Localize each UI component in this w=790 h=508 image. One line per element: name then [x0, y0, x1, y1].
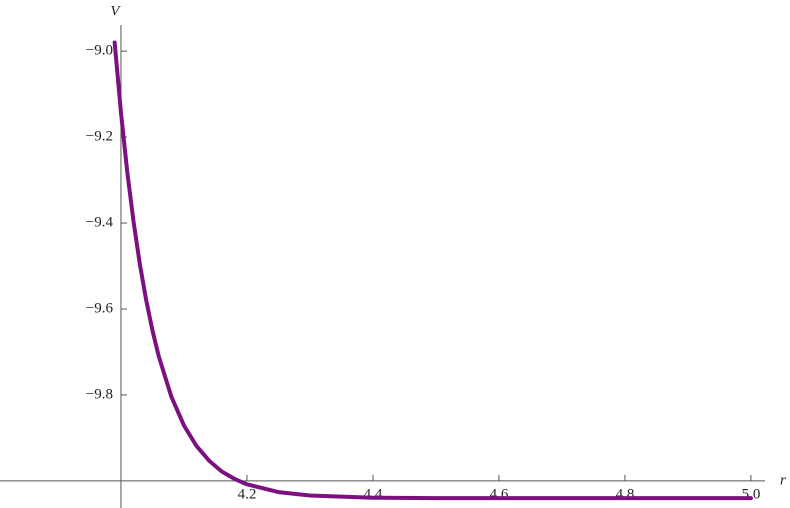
- x-tick-label: 4.4: [364, 486, 383, 502]
- y-tick-label: −9.4: [86, 214, 114, 230]
- y-axis-label: V: [110, 3, 121, 19]
- y-tick-label: −9.6: [86, 300, 114, 316]
- data-line: [112, 40, 753, 501]
- y-tick-label: −9.2: [86, 129, 113, 145]
- x-axis-label: r: [780, 472, 786, 488]
- y-tick-label: −9.8: [86, 386, 113, 402]
- x-tick-label: 4.2: [238, 486, 257, 502]
- y-tick-label: −9.0: [86, 43, 113, 59]
